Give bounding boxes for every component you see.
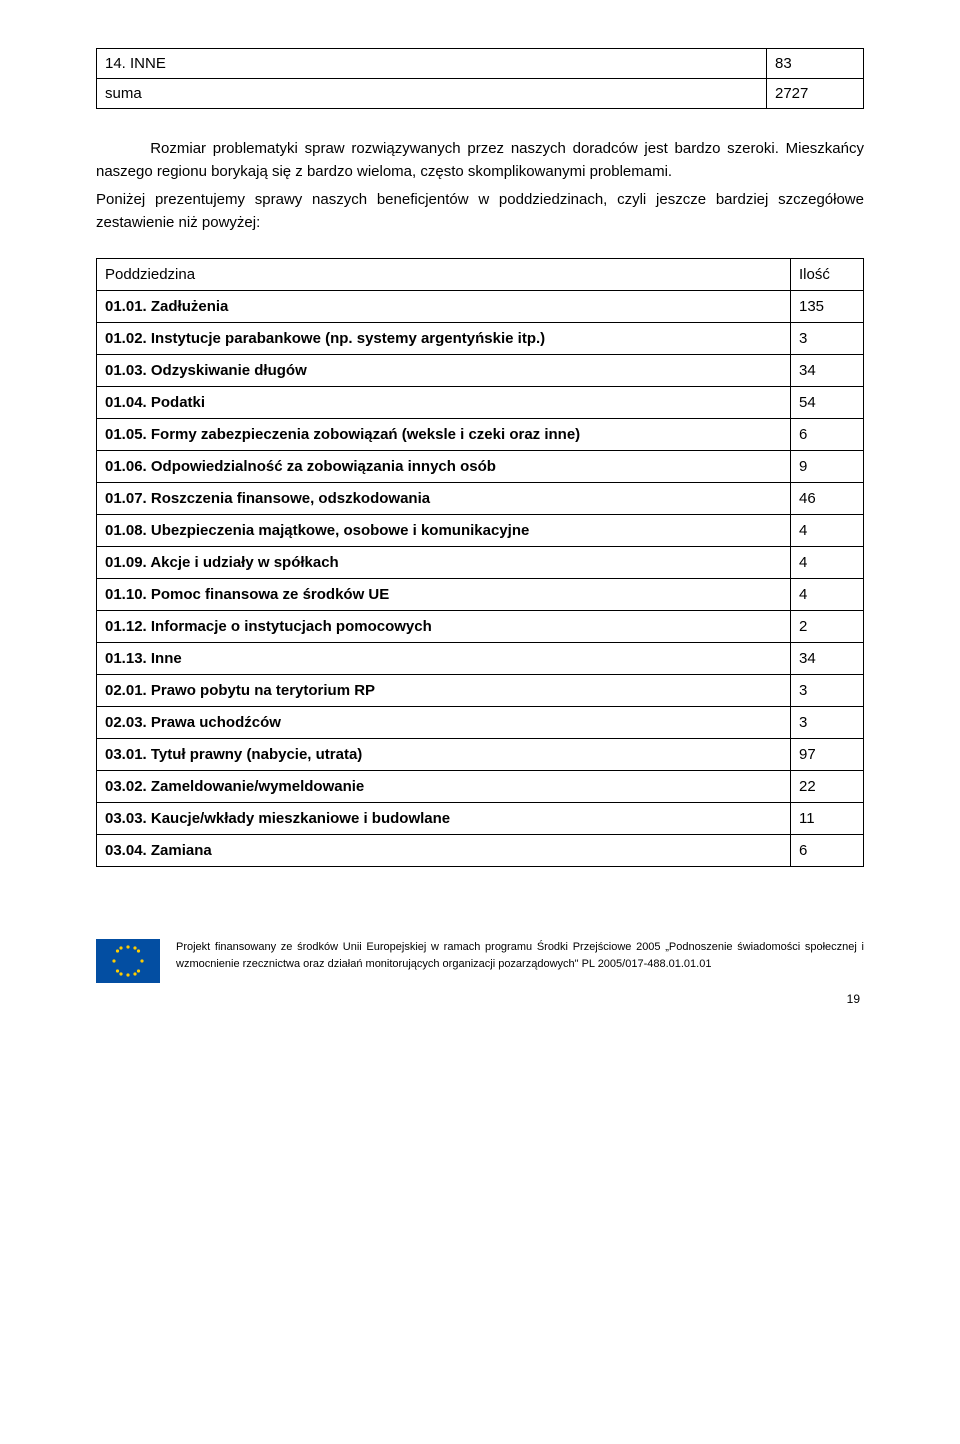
- cell-label: suma: [97, 79, 767, 109]
- cell-value: 3: [791, 675, 864, 707]
- table-row: 01.03. Odzyskiwanie długów34: [97, 355, 864, 387]
- cell-label: 01.03. Odzyskiwanie długów: [97, 355, 791, 387]
- cell-label: 01.08. Ubezpieczenia majątkowe, osobowe …: [97, 515, 791, 547]
- cell-label: 01.05. Formy zabezpieczenia zobowiązań (…: [97, 419, 791, 451]
- table-row: 01.08. Ubezpieczenia majątkowe, osobowe …: [97, 515, 864, 547]
- footer-text: Projekt finansowany ze środków Unii Euro…: [176, 939, 864, 972]
- table-row: 03.02. Zameldowanie/wymeldowanie22: [97, 771, 864, 803]
- cell-value: 34: [791, 643, 864, 675]
- table-row: 01.04. Podatki54: [97, 387, 864, 419]
- cell-value: 9: [791, 451, 864, 483]
- table-row: 01.07. Roszczenia finansowe, odszkodowan…: [97, 483, 864, 515]
- cell-label: 01.06. Odpowiedzialność za zobowiązania …: [97, 451, 791, 483]
- cell-label: 01.01. Zadłużenia: [97, 291, 791, 323]
- cell-label: 01.13. Inne: [97, 643, 791, 675]
- header-label: Poddziedzina: [97, 259, 791, 291]
- table-header-row: Poddziedzina Ilość: [97, 259, 864, 291]
- table-row: 01.10. Pomoc finansowa ze środków UE4: [97, 579, 864, 611]
- cell-value: 54: [791, 387, 864, 419]
- header-value: Ilość: [791, 259, 864, 291]
- page-footer: Projekt finansowany ze środków Unii Euro…: [96, 939, 864, 988]
- intro-paragraph-2: Poniżej prezentujemy sprawy naszych bene…: [96, 188, 864, 235]
- cell-value: 83: [767, 49, 864, 79]
- cell-value: 2727: [767, 79, 864, 109]
- cell-label: 14. INNE: [97, 49, 767, 79]
- table-row: 01.12. Informacje o instytucjach pomocow…: [97, 611, 864, 643]
- cell-label: 02.01. Prawo pobytu na terytorium RP: [97, 675, 791, 707]
- cell-label: 01.09. Akcje i udziały w spółkach: [97, 547, 791, 579]
- cell-label: 03.01. Tytuł prawny (nabycie, utrata): [97, 739, 791, 771]
- cell-value: 3: [791, 323, 864, 355]
- table-row: 01.05. Formy zabezpieczenia zobowiązań (…: [97, 419, 864, 451]
- cell-value: 6: [791, 835, 864, 867]
- cell-value: 11: [791, 803, 864, 835]
- cell-value: 4: [791, 515, 864, 547]
- cell-value: 34: [791, 355, 864, 387]
- cell-value: 97: [791, 739, 864, 771]
- table-row: 01.01. Zadłużenia135: [97, 291, 864, 323]
- cell-label: 02.03. Prawa uchodźców: [97, 707, 791, 739]
- table-row: 02.01. Prawo pobytu na terytorium RP3: [97, 675, 864, 707]
- cell-label: 03.03. Kaucje/wkłady mieszkaniowe i budo…: [97, 803, 791, 835]
- table-row: 03.03. Kaucje/wkłady mieszkaniowe i budo…: [97, 803, 864, 835]
- table-row: 03.04. Zamiana6: [97, 835, 864, 867]
- table-row: 01.06. Odpowiedzialność za zobowiązania …: [97, 451, 864, 483]
- table-row: 03.01. Tytuł prawny (nabycie, utrata)97: [97, 739, 864, 771]
- cell-value: 4: [791, 547, 864, 579]
- cell-label: 03.02. Zameldowanie/wymeldowanie: [97, 771, 791, 803]
- cell-value: 46: [791, 483, 864, 515]
- eu-flag-icon: [96, 939, 160, 988]
- table-row: 01.02. Instytucje parabankowe (np. syste…: [97, 323, 864, 355]
- cell-label: 03.04. Zamiana: [97, 835, 791, 867]
- page-number: 19: [96, 992, 864, 1006]
- detail-table: Poddziedzina Ilość 01.01. Zadłużenia135 …: [96, 258, 864, 867]
- cell-value: 6: [791, 419, 864, 451]
- table-row: suma 2727: [97, 79, 864, 109]
- cell-value: 135: [791, 291, 864, 323]
- cell-label: 01.12. Informacje o instytucjach pomocow…: [97, 611, 791, 643]
- cell-value: 4: [791, 579, 864, 611]
- cell-value: 3: [791, 707, 864, 739]
- table-row: 01.09. Akcje i udziały w spółkach4: [97, 547, 864, 579]
- cell-label: 01.02. Instytucje parabankowe (np. syste…: [97, 323, 791, 355]
- cell-label: 01.10. Pomoc finansowa ze środków UE: [97, 579, 791, 611]
- summary-table: 14. INNE 83 suma 2727: [96, 48, 864, 109]
- table-row: 14. INNE 83: [97, 49, 864, 79]
- table-row: 02.03. Prawa uchodźców3: [97, 707, 864, 739]
- intro-text: Rozmiar problematyki spraw rozwiązywanyc…: [96, 137, 864, 234]
- cell-value: 2: [791, 611, 864, 643]
- intro-paragraph-1: Rozmiar problematyki spraw rozwiązywanyc…: [96, 137, 864, 184]
- cell-label: 01.04. Podatki: [97, 387, 791, 419]
- document-page: 14. INNE 83 suma 2727 Rozmiar problematy…: [0, 0, 960, 1030]
- table-row: 01.13. Inne34: [97, 643, 864, 675]
- cell-value: 22: [791, 771, 864, 803]
- cell-label: 01.07. Roszczenia finansowe, odszkodowan…: [97, 483, 791, 515]
